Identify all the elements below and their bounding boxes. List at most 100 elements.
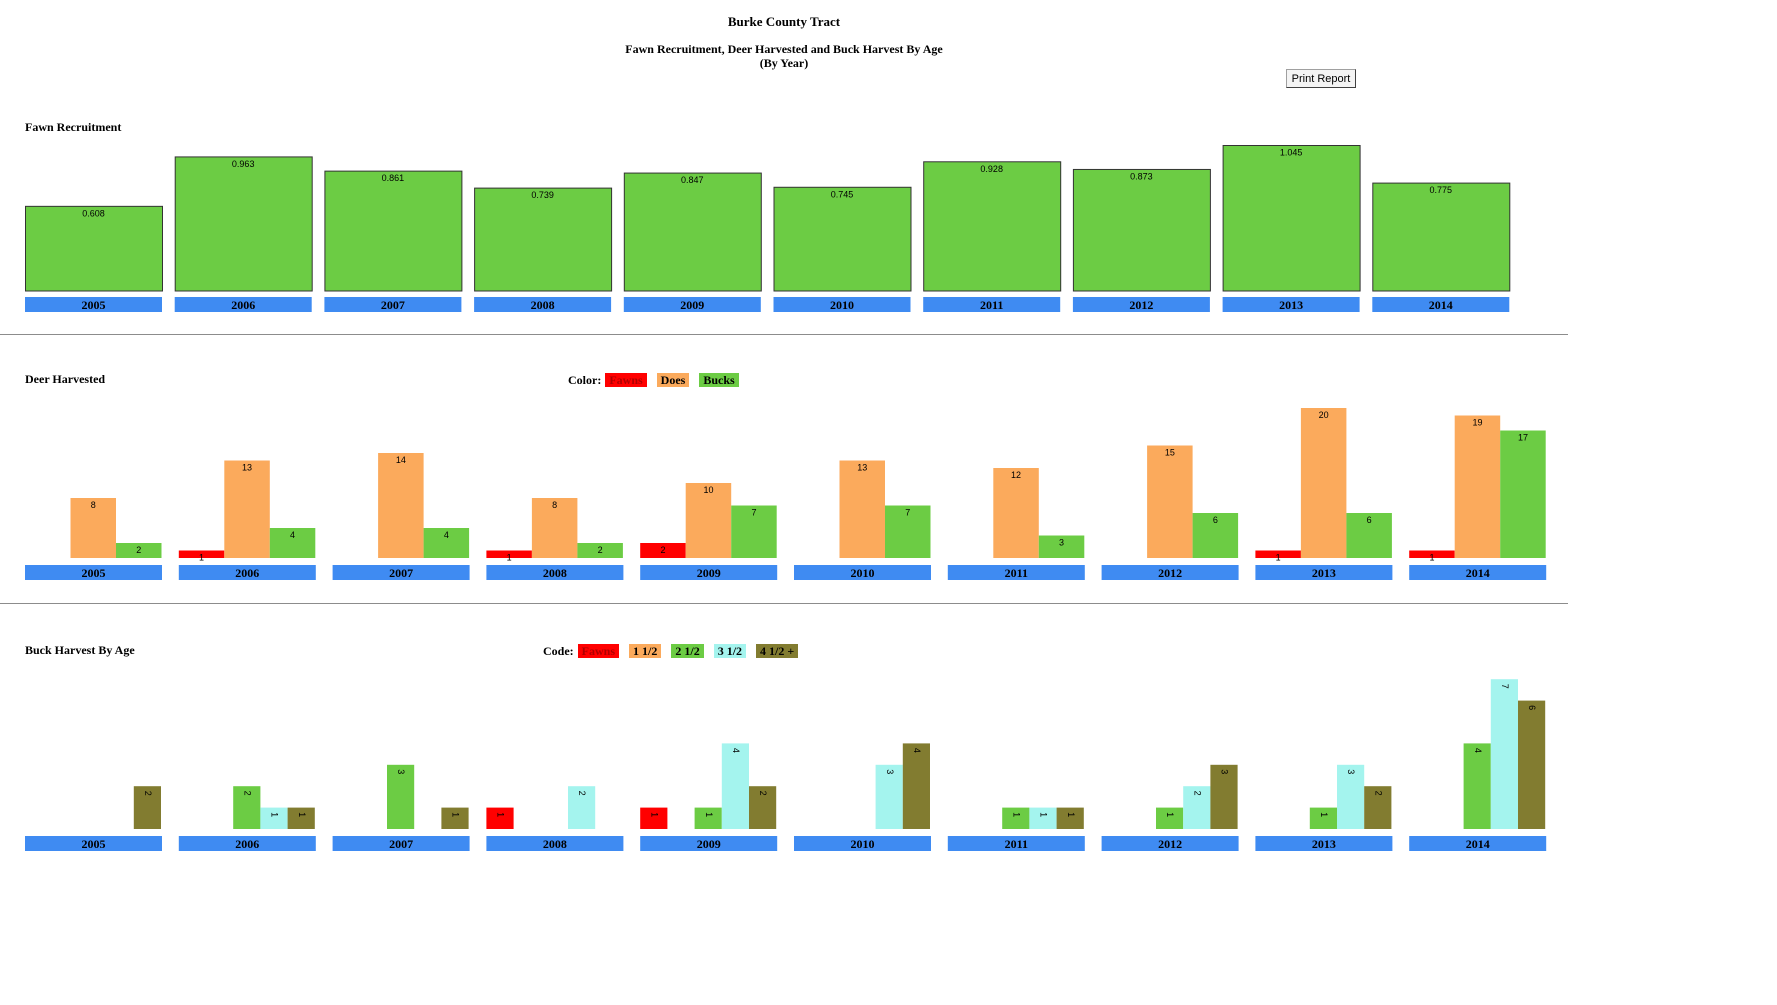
fawn-recruitment-bar <box>1222 145 1361 292</box>
deer-harvest-value: 6 <box>1213 515 1218 525</box>
year-label: 2010 <box>851 566 875 580</box>
fawn-recruitment-value: 0.608 <box>82 208 105 218</box>
year-label-bar <box>1101 565 1239 580</box>
buck-age-bar <box>233 786 261 829</box>
buck-age-bar <box>640 807 668 829</box>
buck-age-value: 1 <box>1066 812 1076 817</box>
deer-harvest-value: 17 <box>1518 433 1528 443</box>
divider <box>0 603 1568 604</box>
deer-harvest-bar <box>70 498 116 558</box>
fawn-recruitment-bar <box>474 187 613 292</box>
year-label-bar <box>324 297 462 312</box>
deer-harvest-bar <box>224 460 270 558</box>
year-label-bar <box>474 297 612 312</box>
harvest-legend-item: Bucks <box>699 373 739 387</box>
buck-age-bar <box>1210 764 1238 829</box>
deer-harvest-bar <box>1147 445 1193 558</box>
deer-harvest-bar <box>1346 513 1392 558</box>
deer-harvest-value: 2 <box>598 545 603 555</box>
year-label: 2006 <box>235 566 259 580</box>
year-label: 2007 <box>389 566 413 580</box>
year-label-bar <box>1101 836 1239 851</box>
fawn-recruitment-value: 0.963 <box>232 159 255 169</box>
year-label-bar <box>794 565 931 580</box>
buck-age-value: 3 <box>396 769 406 774</box>
year-label-bar <box>1409 565 1547 580</box>
deer-harvest-value: 10 <box>703 485 713 495</box>
age-legend-label: Code: <box>543 644 574 658</box>
year-label-bar <box>25 836 162 851</box>
fawn-recruitment-bar <box>1072 168 1211 292</box>
report-subtitle: Fawn Recruitment, Deer Harvested and Buc… <box>625 42 943 56</box>
year-label: 2013 <box>1279 298 1303 312</box>
deer-harvest-value: 1 <box>507 553 512 563</box>
year-label-bar <box>1409 836 1547 851</box>
buck-age-value: 2 <box>1373 791 1383 796</box>
deer-harvest-bar <box>993 468 1039 558</box>
deer-harvest-value: 8 <box>91 500 96 510</box>
harvest-legend-item: Does <box>656 373 690 387</box>
year-label-bar <box>332 836 470 851</box>
deer-harvest-bar <box>839 460 885 558</box>
year-label: 2005 <box>82 566 106 580</box>
print-report-button[interactable]: Print Report <box>1286 69 1356 88</box>
deer-harvest-value: 3 <box>1059 538 1064 548</box>
year-label-bar <box>640 836 778 851</box>
deer-harvest-bar <box>486 550 532 558</box>
age-code-legend: Code: Fawns 1 1/2 2 1/2 3 1/2 4 1/2 + <box>543 644 808 658</box>
year-label: 2012 <box>1158 837 1182 851</box>
buck-age-value: 4 <box>731 748 741 753</box>
year-label: 2011 <box>1005 566 1028 580</box>
buck-age-bar <box>1002 807 1030 829</box>
deer-harvest-bar <box>423 528 470 558</box>
buck-age-value: 2 <box>1192 791 1202 796</box>
age-legend-item: 4 1/2 + <box>756 644 799 658</box>
age-legend-item: Fawns <box>577 644 620 658</box>
buck-age-value: 1 <box>1039 812 1049 817</box>
buck-age-bar <box>694 807 722 829</box>
year-label-bar <box>773 297 911 312</box>
fawn-recruitment-bar <box>923 161 1062 292</box>
year-label: 2006 <box>231 298 255 312</box>
buck-age-bar <box>1309 807 1337 829</box>
deer-harvest-value: 8 <box>552 500 557 510</box>
buck-age-bar <box>721 743 749 829</box>
year-label: 2013 <box>1312 837 1336 851</box>
year-label-bar <box>178 565 316 580</box>
buck-age-bar <box>1337 764 1365 829</box>
deer-harvest-value: 6 <box>1367 515 1372 525</box>
age-legend-item: 2 1/2 <box>671 644 704 658</box>
buck-age-bar <box>1463 743 1491 829</box>
buck-age-bar <box>875 764 903 829</box>
fawn-recruitment-bar <box>324 170 463 292</box>
fawn-recruitment-value: 0.739 <box>531 190 554 200</box>
year-label: 2007 <box>389 837 413 851</box>
buck-age-bar <box>1156 807 1184 829</box>
year-label: 2008 <box>543 837 567 851</box>
year-label: 2014 <box>1429 298 1453 312</box>
deer-harvest-value: 19 <box>1472 418 1482 428</box>
year-label: 2010 <box>830 298 854 312</box>
age-legend-item: 3 1/2 <box>713 644 747 658</box>
year-label-bar <box>25 565 162 580</box>
deer-harvest-bar <box>1409 550 1455 558</box>
year-label: 2013 <box>1312 566 1336 580</box>
year-label-bar <box>178 836 316 851</box>
year-label: 2009 <box>697 837 721 851</box>
year-label: 2005 <box>82 298 106 312</box>
deer-harvest-bar <box>1454 415 1501 558</box>
year-label: 2010 <box>851 837 875 851</box>
fawn-recruitment-value: 0.873 <box>1130 171 1153 181</box>
deer-harvest-bar <box>269 528 316 558</box>
year-label-bar <box>794 836 931 851</box>
deer-harvest-bar <box>116 543 162 558</box>
buck-age-value: 1 <box>1165 812 1175 817</box>
year-label: 2008 <box>531 298 555 312</box>
year-label: 2011 <box>980 298 1003 312</box>
deer-harvest-bar <box>885 505 931 558</box>
buck-age-value: 3 <box>1220 769 1230 774</box>
deer-harvest-value: 15 <box>1165 448 1175 458</box>
harvest-legend-item: Fawns <box>605 373 647 387</box>
buck-age-value: 6 <box>1527 705 1537 710</box>
